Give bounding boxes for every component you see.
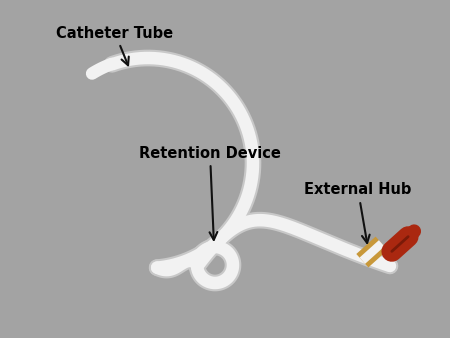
Text: Catheter Tube: Catheter Tube xyxy=(56,25,174,65)
Text: External Hub: External Hub xyxy=(304,183,412,243)
Text: Retention Device: Retention Device xyxy=(139,145,281,240)
